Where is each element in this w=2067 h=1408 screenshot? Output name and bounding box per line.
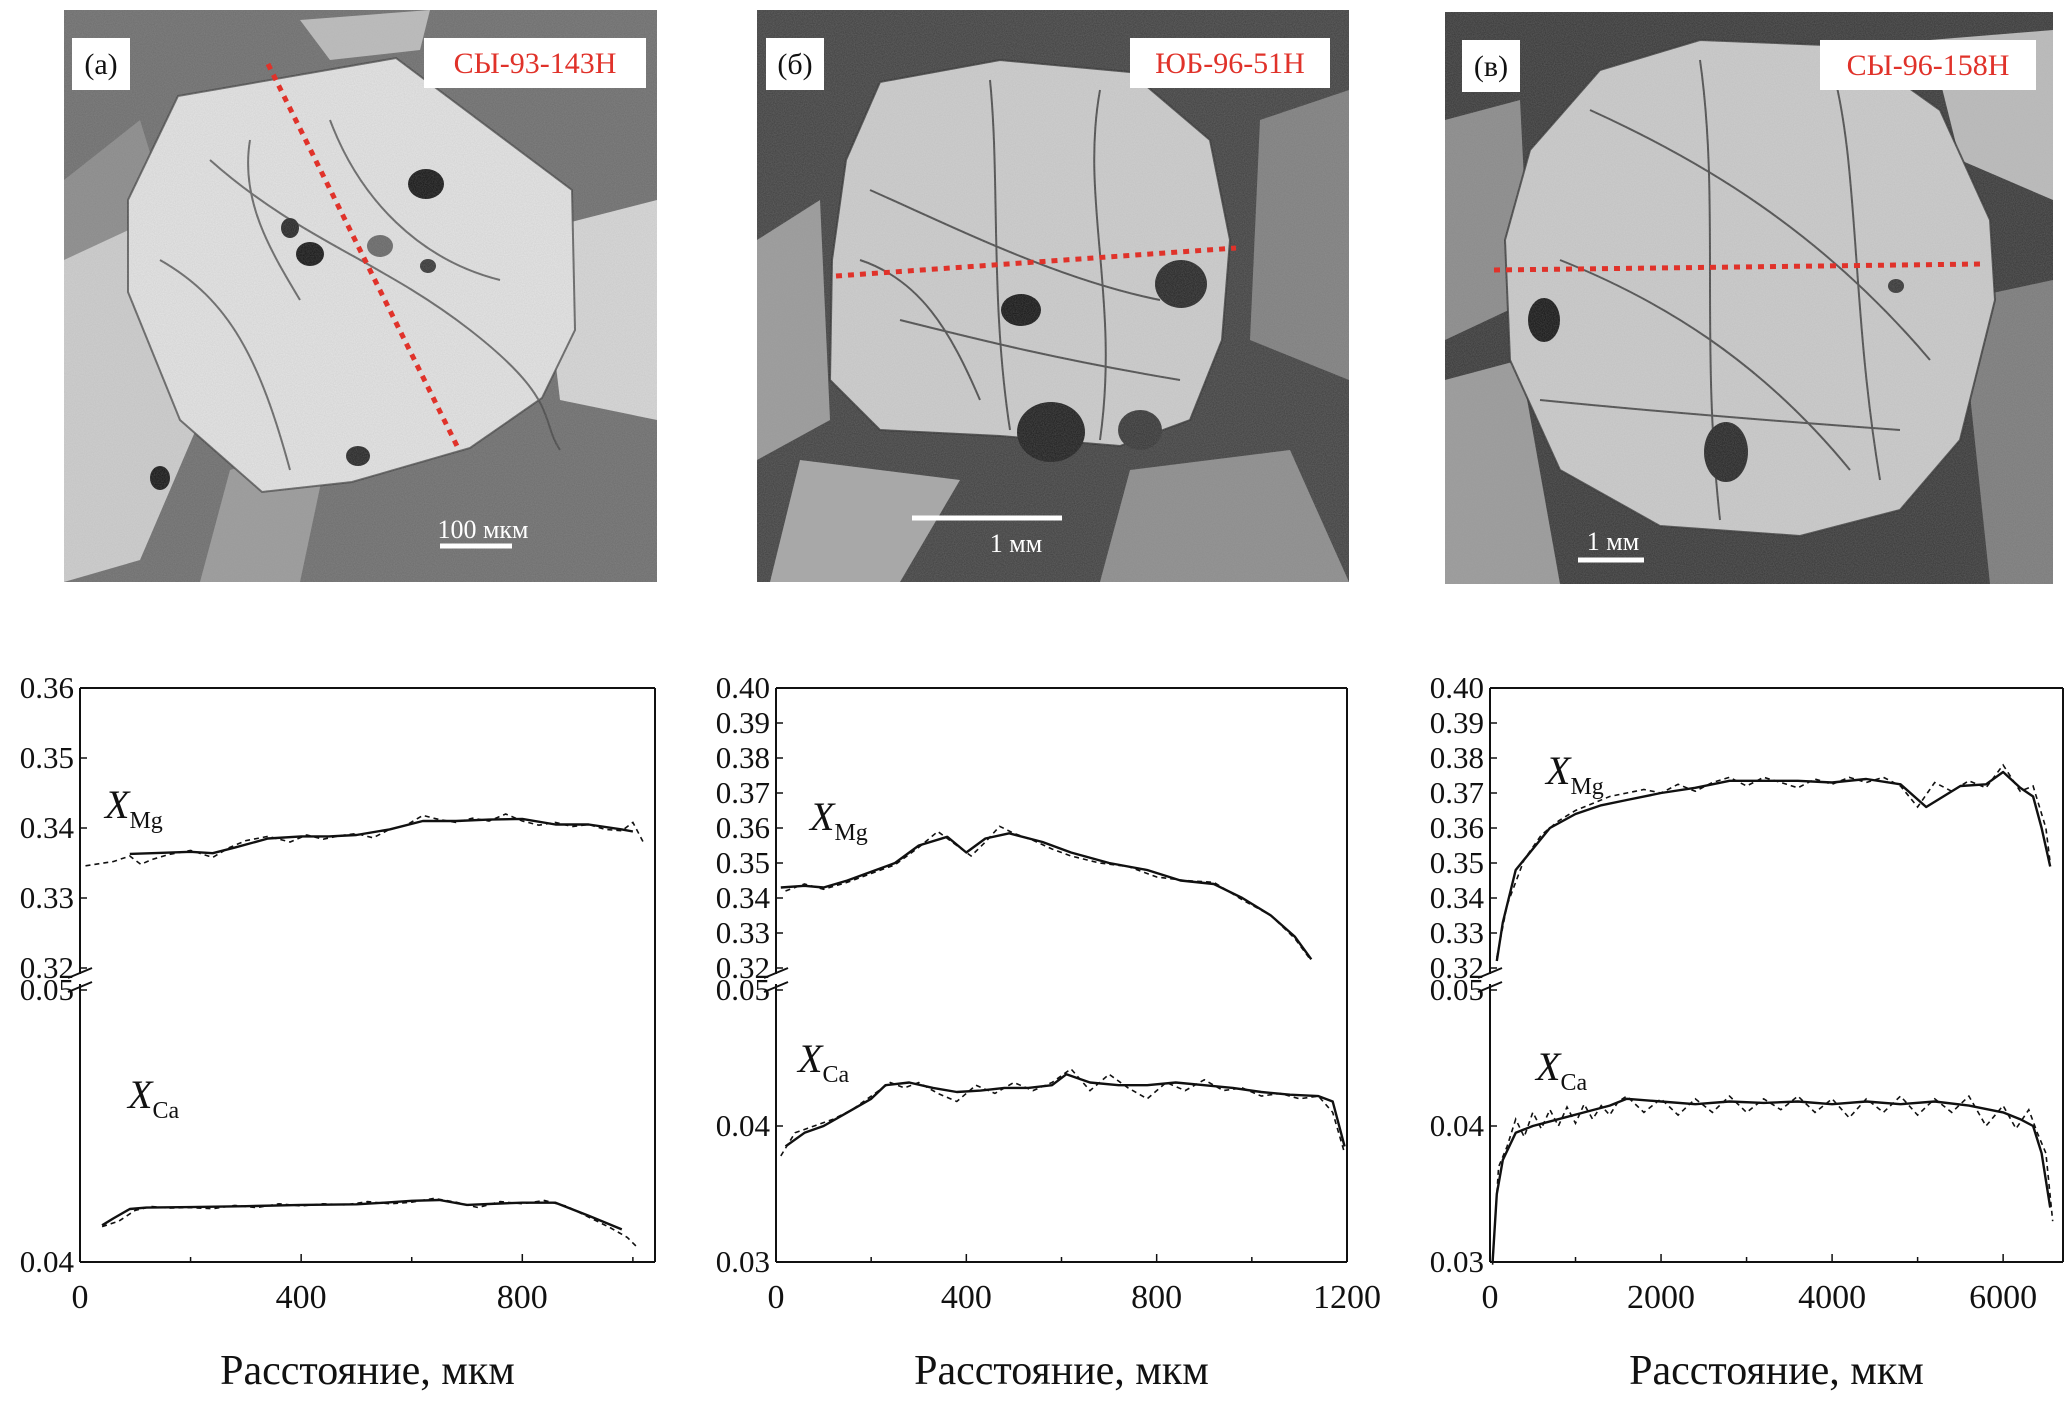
x-tick-label: 4000 — [1798, 1279, 1866, 1316]
y-tick-label: 0.37 — [1430, 775, 1484, 810]
x-tick-label: 400 — [941, 1279, 992, 1316]
y-tick-label: 0.38 — [716, 740, 770, 775]
series-XCa-line — [784, 1073, 1346, 1148]
y-tick-label: 0.36 — [1430, 810, 1484, 845]
y-tick-label: 0.39 — [716, 705, 770, 740]
series-XMg-dashed — [85, 813, 645, 867]
y-tick-label: 0.36 — [20, 670, 74, 705]
y-tick-label: 0.40 — [716, 670, 770, 705]
series-XMg-dashed — [785, 825, 1310, 958]
photo-a: (а) СЫ-93-143Н 100 мкм — [64, 10, 657, 582]
axis-break-mark — [67, 981, 93, 993]
x-axis-label: Расстояние, мкм — [220, 1348, 515, 1394]
x-axis-label: Расстояние, мкм — [914, 1348, 1209, 1394]
y-tick-label: 0.32 — [716, 950, 770, 985]
series-label-XMg: XMg — [1544, 748, 1604, 800]
series-label-XCa: XCa — [126, 1072, 179, 1124]
chart-a: 0.32 0.33 0.34 0.35 0.36 0.04 0.05 0 400 800 Расст… — [20, 670, 656, 1394]
scale-label-a: 100 мкм — [437, 515, 528, 544]
sample-label-b: ЮБ-96-51Н — [1155, 47, 1305, 80]
y-tick-label: 0.34 — [20, 810, 75, 845]
y-tick-label: 0.34 — [1430, 880, 1485, 915]
y-tick-label: 0.33 — [716, 915, 770, 950]
y-tick-label: 0.38 — [1430, 740, 1484, 775]
x-tick-label: 800 — [1131, 1279, 1182, 1316]
y-tick-label: 0.05 — [716, 972, 770, 1007]
x-tick-label: 2000 — [1627, 1279, 1695, 1316]
series-XCa-line — [1491, 1097, 2052, 1263]
x-tick-label: 0 — [768, 1279, 785, 1316]
panel-label-c: (в) — [1474, 50, 1508, 83]
y-tick-label: 0.35 — [1430, 845, 1484, 880]
series-label-XMg: XMg — [808, 794, 868, 846]
scale-label-b: 1 мм — [990, 529, 1042, 558]
chart-b: 0.320.330.340.350.360.370.380.390.40 0.03… — [716, 670, 1381, 1394]
photo-c: (в) СЫ-96-158Н 1 мм — [1445, 12, 2053, 584]
series-XCa-line — [101, 1198, 623, 1231]
series-label-XCa: XCa — [796, 1036, 849, 1088]
y-tick-label: 0.32 — [1430, 950, 1484, 985]
x-tick-label: 400 — [276, 1279, 327, 1316]
y-tick-label: 0.32 — [20, 950, 74, 985]
y-tick-label: 0.04 — [716, 1108, 771, 1143]
y-tick-label: 0.03 — [716, 1244, 770, 1279]
y-tick-label: 0.05 — [20, 972, 74, 1007]
panel-label-a: (а) — [84, 48, 117, 81]
series-XMg-line — [129, 817, 634, 856]
x-tick-label: 0 — [72, 1279, 89, 1316]
series-XMg-line — [780, 832, 1313, 961]
scale-label-c: 1 мм — [1587, 527, 1639, 556]
x-tick-label: 0 — [1482, 1279, 1499, 1316]
y-tick-label: 0.03 — [1430, 1244, 1484, 1279]
photo-b: (б) ЮБ-96-51Н 1 мм — [757, 10, 1349, 582]
axis-break-mark — [67, 967, 93, 979]
series-XCa-dashed — [1491, 1094, 2054, 1265]
y-tick-label: 0.36 — [716, 810, 770, 845]
chart-c: 0.320.330.340.350.360.370.380.390.40 0.03… — [1430, 670, 2064, 1394]
series-XCa-dashed — [101, 1197, 639, 1249]
x-tick-label: 6000 — [1969, 1279, 2037, 1316]
y-tick-label: 0.04 — [1430, 1108, 1485, 1143]
x-axis-label: Расстояние, мкм — [1629, 1348, 1924, 1394]
series-XCa-dashed — [780, 1067, 1346, 1157]
axis-break-mark — [763, 981, 789, 993]
series-label-XMg: XMg — [103, 782, 163, 834]
y-tick-label: 0.39 — [1430, 705, 1484, 740]
sample-label-a: СЫ-93-143Н — [454, 47, 617, 80]
y-tick-label: 0.05 — [1430, 972, 1484, 1007]
x-tick-label: 800 — [497, 1279, 548, 1316]
axis-break-mark — [1477, 981, 1503, 993]
x-tick-label: 1200 — [1313, 1279, 1381, 1316]
y-tick-label: 0.35 — [716, 845, 770, 880]
sample-label-c: СЫ-96-158Н — [1847, 49, 2010, 82]
y-tick-label: 0.33 — [20, 880, 74, 915]
panel-label-b: (б) — [777, 48, 812, 81]
axis-break-mark — [763, 967, 789, 979]
y-tick-label: 0.34 — [716, 880, 771, 915]
y-tick-label: 0.04 — [20, 1244, 75, 1279]
y-tick-label: 0.33 — [1430, 915, 1484, 950]
series-label-XCa: XCa — [1534, 1044, 1587, 1096]
series-XMg-dashed — [1496, 763, 2051, 958]
y-tick-label: 0.40 — [1430, 670, 1484, 705]
axis-break-mark — [1477, 967, 1503, 979]
y-tick-label: 0.37 — [716, 775, 770, 810]
series-XMg-line — [1495, 770, 2052, 962]
y-tick-label: 0.35 — [20, 740, 74, 775]
